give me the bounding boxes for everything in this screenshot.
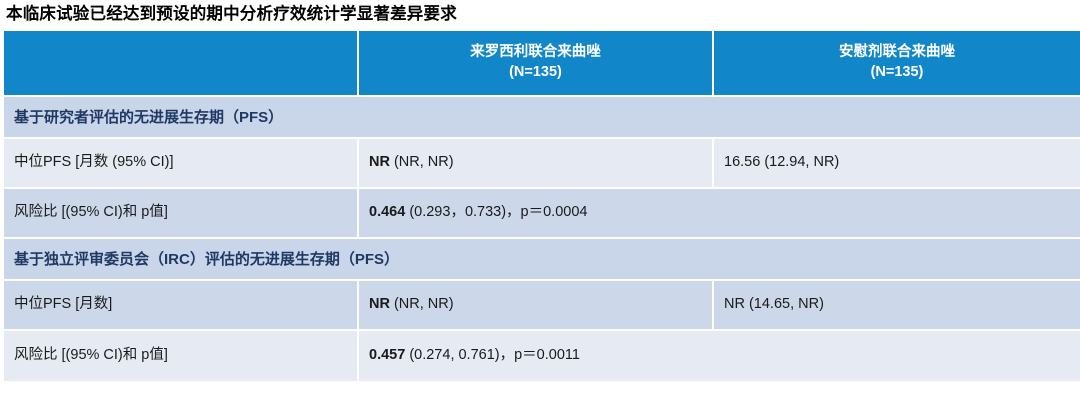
value-bold: NR [369,154,390,171]
section-header-investigator-pfs: 基于研究者评估的无进展生存期（PFS） [4,96,1080,139]
value-bold: 0.464 [369,204,406,221]
row-value-median-pfs-inv-treatment: NR (NR, NR) [359,138,714,189]
efficacy-results-table: 来罗西利联合来曲唑 (N=135) 安慰剂联合来曲唑 (N=135) 基于研究者… [4,30,1080,381]
header-col-treatment-name: 来罗西利联合来曲唑 [470,44,601,61]
table-row: 风险比 [(95% CI)和 p值] 0.464 (0.293，0.733)，p… [4,188,1080,239]
row-label-hazard-ratio-inv: 风险比 [(95% CI)和 p值] [4,188,359,239]
value-rest: (0.293，0.733)，p＝0.0004 [405,204,588,221]
value-rest: (NR, NR) [389,296,454,313]
page-title: 本临床试验已经达到预设的期中分析疗效统计学显著差异要求 [6,5,457,23]
header-blank-cell [4,30,359,97]
row-value-hazard-ratio-irc: 0.457 (0.274, 0.761)，p＝0.0011 [359,330,1080,381]
section-header-irc-pfs-label: 基于独立评审委员会（IRC）评估的无进展生存期（PFS） [4,238,1080,281]
value-rest: NR (14.65, NR) [724,296,824,313]
header-col-treatment: 来罗西利联合来曲唑 (N=135) [359,30,714,97]
header-col-treatment-n: (N=135) [509,63,562,80]
table-row: 风险比 [(95% CI)和 p值] 0.457 (0.274, 0.761)，… [4,330,1080,381]
row-label-median-pfs-irc: 中位PFS [月数] [4,280,359,331]
row-value-median-pfs-irc-treatment: NR (NR, NR) [359,280,714,331]
row-label-median-pfs-inv: 中位PFS [月数 (95% CI)] [4,138,359,189]
row-value-hazard-ratio-inv: 0.464 (0.293，0.733)，p＝0.0004 [359,188,1080,239]
value-rest: 16.56 (12.94, NR) [724,154,840,171]
header-col-placebo-n: (N=135) [870,63,924,80]
section-header-investigator-pfs-label: 基于研究者评估的无进展生存期（PFS） [4,96,1080,139]
table-row: 中位PFS [月数 (95% CI)] NR (NR, NR) 16.56 (1… [4,138,1080,189]
row-value-median-pfs-irc-placebo: NR (14.65, NR) [714,280,1080,331]
row-label-hazard-ratio-irc: 风险比 [(95% CI)和 p值] [4,330,359,381]
table-row: 中位PFS [月数] NR (NR, NR) NR (14.65, NR) [4,280,1080,331]
header-col-placebo: 安慰剂联合来曲唑 (N=135) [714,30,1080,97]
table-header-row: 来罗西利联合来曲唑 (N=135) 安慰剂联合来曲唑 (N=135) [4,30,1080,97]
section-header-irc-pfs: 基于独立评审委员会（IRC）评估的无进展生存期（PFS） [4,238,1080,281]
header-col-placebo-name: 安慰剂联合来曲唑 [839,44,955,61]
value-rest: (NR, NR) [389,154,454,171]
value-bold: 0.457 [369,347,406,364]
value-bold: NR [369,296,390,313]
value-rest: (0.274, 0.761)，p＝0.0011 [405,347,580,364]
row-value-median-pfs-inv-placebo: 16.56 (12.94, NR) [714,138,1080,189]
